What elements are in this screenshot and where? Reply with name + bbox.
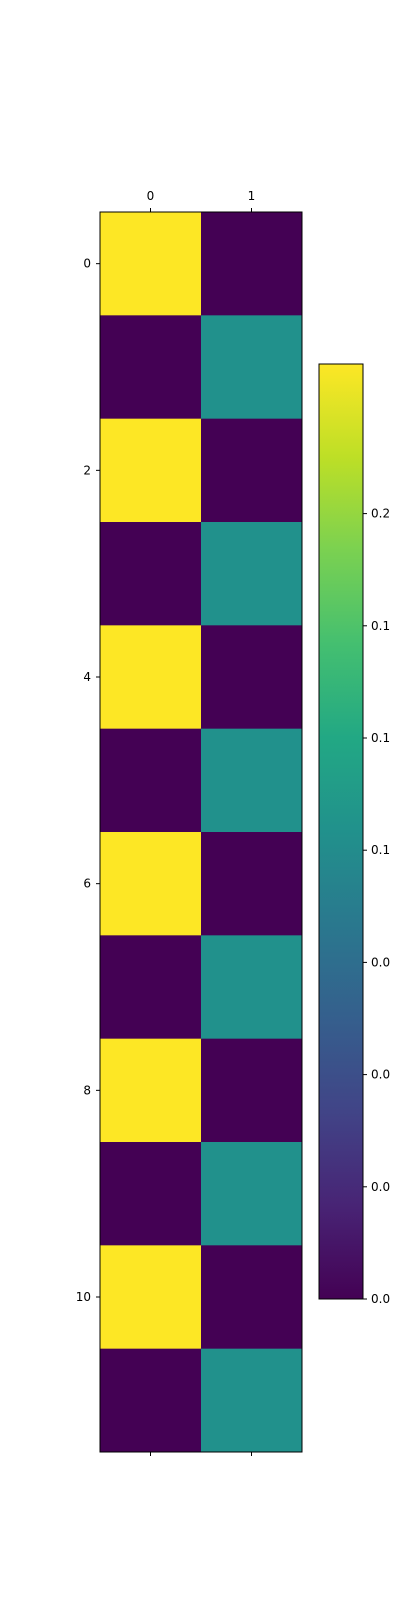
colorbar-gradient <box>319 364 363 1299</box>
heatmap-cell-r1-c1 <box>201 315 303 420</box>
heatmap-cell-r7-c0 <box>100 935 202 1040</box>
x-axis-bottom <box>150 1452 252 1456</box>
y-tick-label-0: 0 <box>83 257 91 271</box>
y-tick-label-4: 4 <box>83 670 91 684</box>
colorbar-tick-label-2: 0.0 <box>371 1068 390 1082</box>
heatmap-cell-r10-c0 <box>100 1245 202 1350</box>
colorbar-frame <box>318 363 364 1300</box>
colorbar-tick-label-1: 0.0 <box>371 1180 390 1194</box>
heatmap-cell-r9-c0 <box>100 1142 202 1246</box>
y-tick-label-10: 10 <box>76 1290 91 1304</box>
heatmap-cells <box>100 212 303 1453</box>
heatmap-cell-r8-c1 <box>201 1038 303 1143</box>
colorbar-ticks: 0.0 0.0 0.0 0.0 0.1 0.1 0.1 0.2 <box>363 507 390 1306</box>
heatmap-cell-r6-c1 <box>201 832 303 936</box>
colorbar-tick-label-0: 0.0 <box>371 1292 390 1306</box>
colorbar-tick-label-7: 0.2 <box>371 507 390 521</box>
y-tick-label-8: 8 <box>83 1083 91 1097</box>
colorbar-tick-label-6: 0.1 <box>371 619 390 633</box>
heatmap-cell-r4-c1 <box>201 625 303 730</box>
y-tick-label-2: 2 <box>83 463 91 477</box>
heatmap-cell-r0-c1 <box>201 212 303 316</box>
heatmap-cell-r2-c1 <box>201 418 303 523</box>
y-axis: 0 2 4 6 8 10 <box>76 257 100 1304</box>
x-tick-label-1: 1 <box>248 189 256 203</box>
heatmap-cell-r2-c0 <box>100 418 202 523</box>
colorbar-tick-label-3: 0.0 <box>371 955 390 969</box>
heatmap-cell-r11-c0 <box>100 1348 202 1453</box>
heatmap-cell-r5-c1 <box>201 728 303 833</box>
plot-frame <box>99 211 303 1453</box>
heatmap-cell-r7-c1 <box>201 935 303 1040</box>
heatmap-cell-r1-c0 <box>100 315 202 420</box>
heatmap-cell-r3-c1 <box>201 522 303 626</box>
x-tick-label-0: 0 <box>147 189 155 203</box>
colorbar: 0.0 0.0 0.0 0.0 0.1 0.1 0.1 0.2 <box>318 363 390 1306</box>
heatmap-cell-r11-c1 <box>201 1348 303 1453</box>
heatmap-cell-r4-c0 <box>100 625 202 730</box>
heatmap-cell-r10-c1 <box>201 1245 303 1350</box>
heatmap-cell-r5-c0 <box>100 728 202 833</box>
heatmap-cell-r0-c0 <box>100 212 202 316</box>
colorbar-tick-label-5: 0.1 <box>371 731 390 745</box>
heatmap-cell-r8-c0 <box>100 1038 202 1143</box>
heatmap-cell-r9-c1 <box>201 1142 303 1246</box>
y-tick-label-6: 6 <box>83 877 91 891</box>
heatmap-cell-r3-c0 <box>100 522 202 626</box>
colorbar-tick-label-4: 0.1 <box>371 843 390 857</box>
heatmap-cell-r6-c0 <box>100 832 202 936</box>
